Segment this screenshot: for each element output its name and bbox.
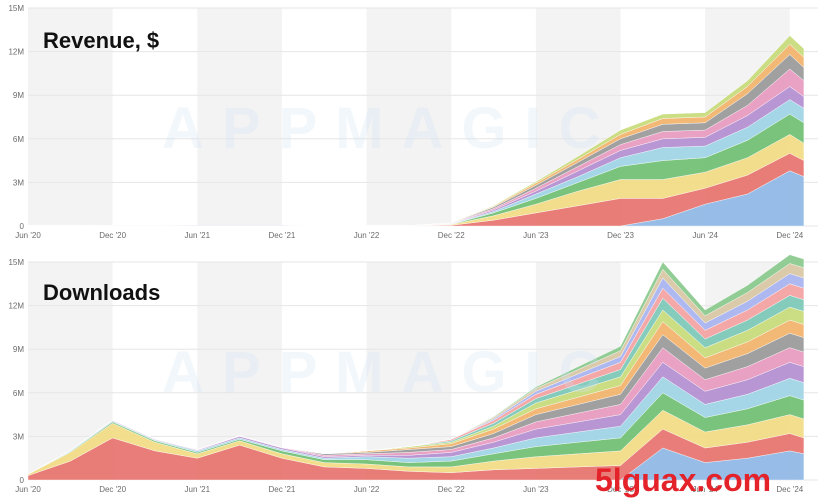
- downloads-y-tick-label: 15M: [8, 258, 24, 267]
- revenue-band: [366, 8, 452, 226]
- downloads-x-tick-label: Dec '24: [776, 485, 803, 494]
- downloads-x-tick-label: Dec '21: [268, 485, 295, 494]
- revenue-band: [28, 8, 113, 226]
- revenue-x-tick-label: Jun '20: [15, 231, 41, 240]
- downloads-y-tick-label: 0: [20, 476, 25, 485]
- downloads-x-axis: Jun '20 Dec '20 Jun '21 Dec '21 Jun '22 Dec '…: [15, 485, 804, 494]
- downloads-chart: 0 3M 6M 9M 12M 15M Jun '20 Dec '20 Jun '21 Dec '…: [8, 254, 818, 494]
- revenue-series-10-area: [28, 35, 805, 226]
- downloads-y-axis: 0 3M 6M 9M 12M 15M: [8, 258, 24, 485]
- downloads-series-areas: [27, 254, 805, 481]
- downloads-watermark: APPMAGIC: [162, 340, 619, 405]
- revenue-x-tick-label: Dec '22: [438, 231, 465, 240]
- revenue-y-axis: 0 3M 6M 9M 12M 15M: [8, 4, 24, 231]
- downloads-x-tick-label: Jun '20: [15, 485, 41, 494]
- downloads-y-tick-label: 3M: [13, 432, 24, 441]
- downloads-x-tick-label: Jun '22: [354, 485, 380, 494]
- revenue-band: [197, 8, 282, 226]
- revenue-x-tick-label: Dec '24: [776, 231, 803, 240]
- revenue-x-tick-label: Jun '23: [523, 231, 549, 240]
- revenue-y-tick-label: 15M: [8, 4, 24, 13]
- downloads-x-tick-label: Jun '24: [692, 485, 718, 494]
- downloads-x-tick-label: Dec '22: [438, 485, 465, 494]
- downloads-chart-title: Downloads: [43, 280, 160, 305]
- downloads-y-tick-label: 12M: [8, 302, 24, 311]
- downloads-series-15-area: [27, 254, 805, 475]
- revenue-chart-title: Revenue, $: [43, 28, 159, 53]
- revenue-watermark: APPMAGIC: [162, 96, 619, 161]
- downloads-x-tick-label: Dec '23: [607, 485, 634, 494]
- downloads-x-tick-label: Dec '20: [99, 485, 126, 494]
- revenue-y-tick-label: 0: [20, 222, 25, 231]
- downloads-y-tick-label: 9M: [13, 345, 24, 354]
- downloads-x-tick-label: Jun '23: [523, 485, 549, 494]
- revenue-x-tick-label: Dec '21: [268, 231, 295, 240]
- revenue-y-tick-label: 6M: [13, 135, 24, 144]
- revenue-series-areas: [27, 35, 805, 227]
- revenue-x-tick-label: Jun '21: [185, 231, 211, 240]
- site-watermark: 5lguax.com: [595, 462, 771, 498]
- revenue-chart: 0 3M 6M 9M 12M 15M Jun '20 Dec '20 Jun '21 Dec '…: [8, 4, 818, 240]
- revenue-x-axis: Jun '20 Dec '20 Jun '21 Dec '21 Jun '22 Dec '…: [15, 231, 804, 240]
- downloads-y-tick-label: 6M: [13, 389, 24, 398]
- revenue-y-tick-label: 3M: [13, 178, 24, 187]
- revenue-x-tick-label: Jun '22: [354, 231, 380, 240]
- revenue-x-tick-label: Dec '20: [99, 231, 126, 240]
- revenue-y-tick-label: 12M: [8, 48, 24, 57]
- revenue-x-tick-label: Dec '23: [607, 231, 634, 240]
- revenue-y-tick-label: 9M: [13, 91, 24, 100]
- downloads-x-tick-label: Jun '21: [185, 485, 211, 494]
- revenue-x-tick-label: Jun '24: [692, 231, 718, 240]
